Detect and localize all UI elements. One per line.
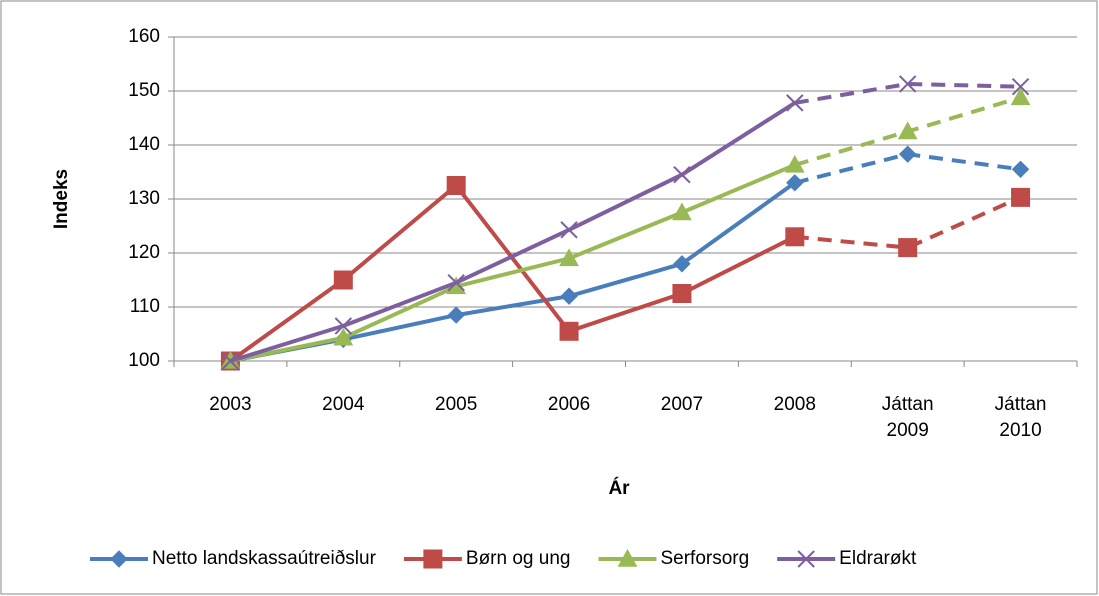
x-tick-label: Játtan 2010: [994, 394, 1047, 441]
marker: [446, 176, 466, 195]
legend-item: Eldrarøkt: [777, 548, 917, 569]
marker: [673, 255, 691, 273]
marker: [898, 75, 917, 93]
marker: [447, 306, 465, 324]
series-line: [230, 163, 796, 363]
legend-marker: [423, 549, 443, 569]
marker: [559, 248, 579, 267]
legend-marker: [110, 550, 128, 568]
marker: [447, 273, 465, 292]
y-tick-label: 100: [128, 350, 160, 371]
x-tick-label: Játtan 2009: [881, 394, 934, 441]
marker: [898, 145, 917, 163]
x-tick-label: 2006: [547, 394, 591, 415]
series-line-dashed: [794, 195, 1022, 250]
y-tick-label: 150: [128, 80, 160, 101]
marker: [672, 284, 692, 303]
legend-marker: [797, 550, 815, 568]
marker: [334, 317, 353, 335]
marker: [1011, 77, 1030, 96]
y-tick-label: 160: [128, 26, 160, 47]
marker: [1010, 87, 1031, 106]
marker: [897, 121, 918, 140]
marker: [333, 327, 354, 346]
legend-item: Serforsorg: [598, 548, 749, 569]
y-axis-title: Indeks: [51, 169, 72, 229]
y-tick-label: 140: [128, 134, 160, 155]
y-tick-label: 120: [128, 242, 160, 263]
legend-marker: [617, 548, 638, 567]
legend-label: Serforsorg: [660, 548, 749, 569]
marker: [1011, 187, 1031, 207]
marker: [672, 202, 692, 221]
marker: [559, 321, 579, 341]
marker: [786, 174, 804, 192]
legend-item: Børn og ung: [403, 548, 571, 569]
marker: [784, 154, 805, 173]
marker: [560, 221, 578, 239]
marker: [786, 94, 804, 112]
x-tick-label: 2003: [209, 394, 252, 415]
x-axis-title: Ár: [608, 477, 630, 499]
x-tick-label: 2007: [660, 394, 704, 415]
x-tick-label: 2004: [322, 394, 365, 415]
marker: [785, 227, 805, 247]
marker: [333, 270, 353, 290]
series-line-dashed: [794, 81, 1021, 105]
legend-label: Børn og ung: [466, 548, 571, 569]
legend-item: Netto landskassaútreiðslur: [90, 548, 377, 569]
y-tick-label: 130: [128, 188, 160, 209]
marker: [560, 287, 578, 305]
series-line: [229, 101, 796, 363]
marker: [898, 238, 918, 258]
x-tick-label: 2008: [773, 394, 816, 415]
y-tick-label: 110: [130, 296, 160, 317]
marker: [1011, 160, 1030, 179]
legend-label: Netto landskassaútreiðslur: [152, 548, 377, 569]
marker: [221, 352, 240, 370]
x-tick-label: 2005: [435, 394, 478, 415]
legend-label: Eldrarøkt: [839, 548, 917, 569]
marker: [673, 165, 691, 184]
